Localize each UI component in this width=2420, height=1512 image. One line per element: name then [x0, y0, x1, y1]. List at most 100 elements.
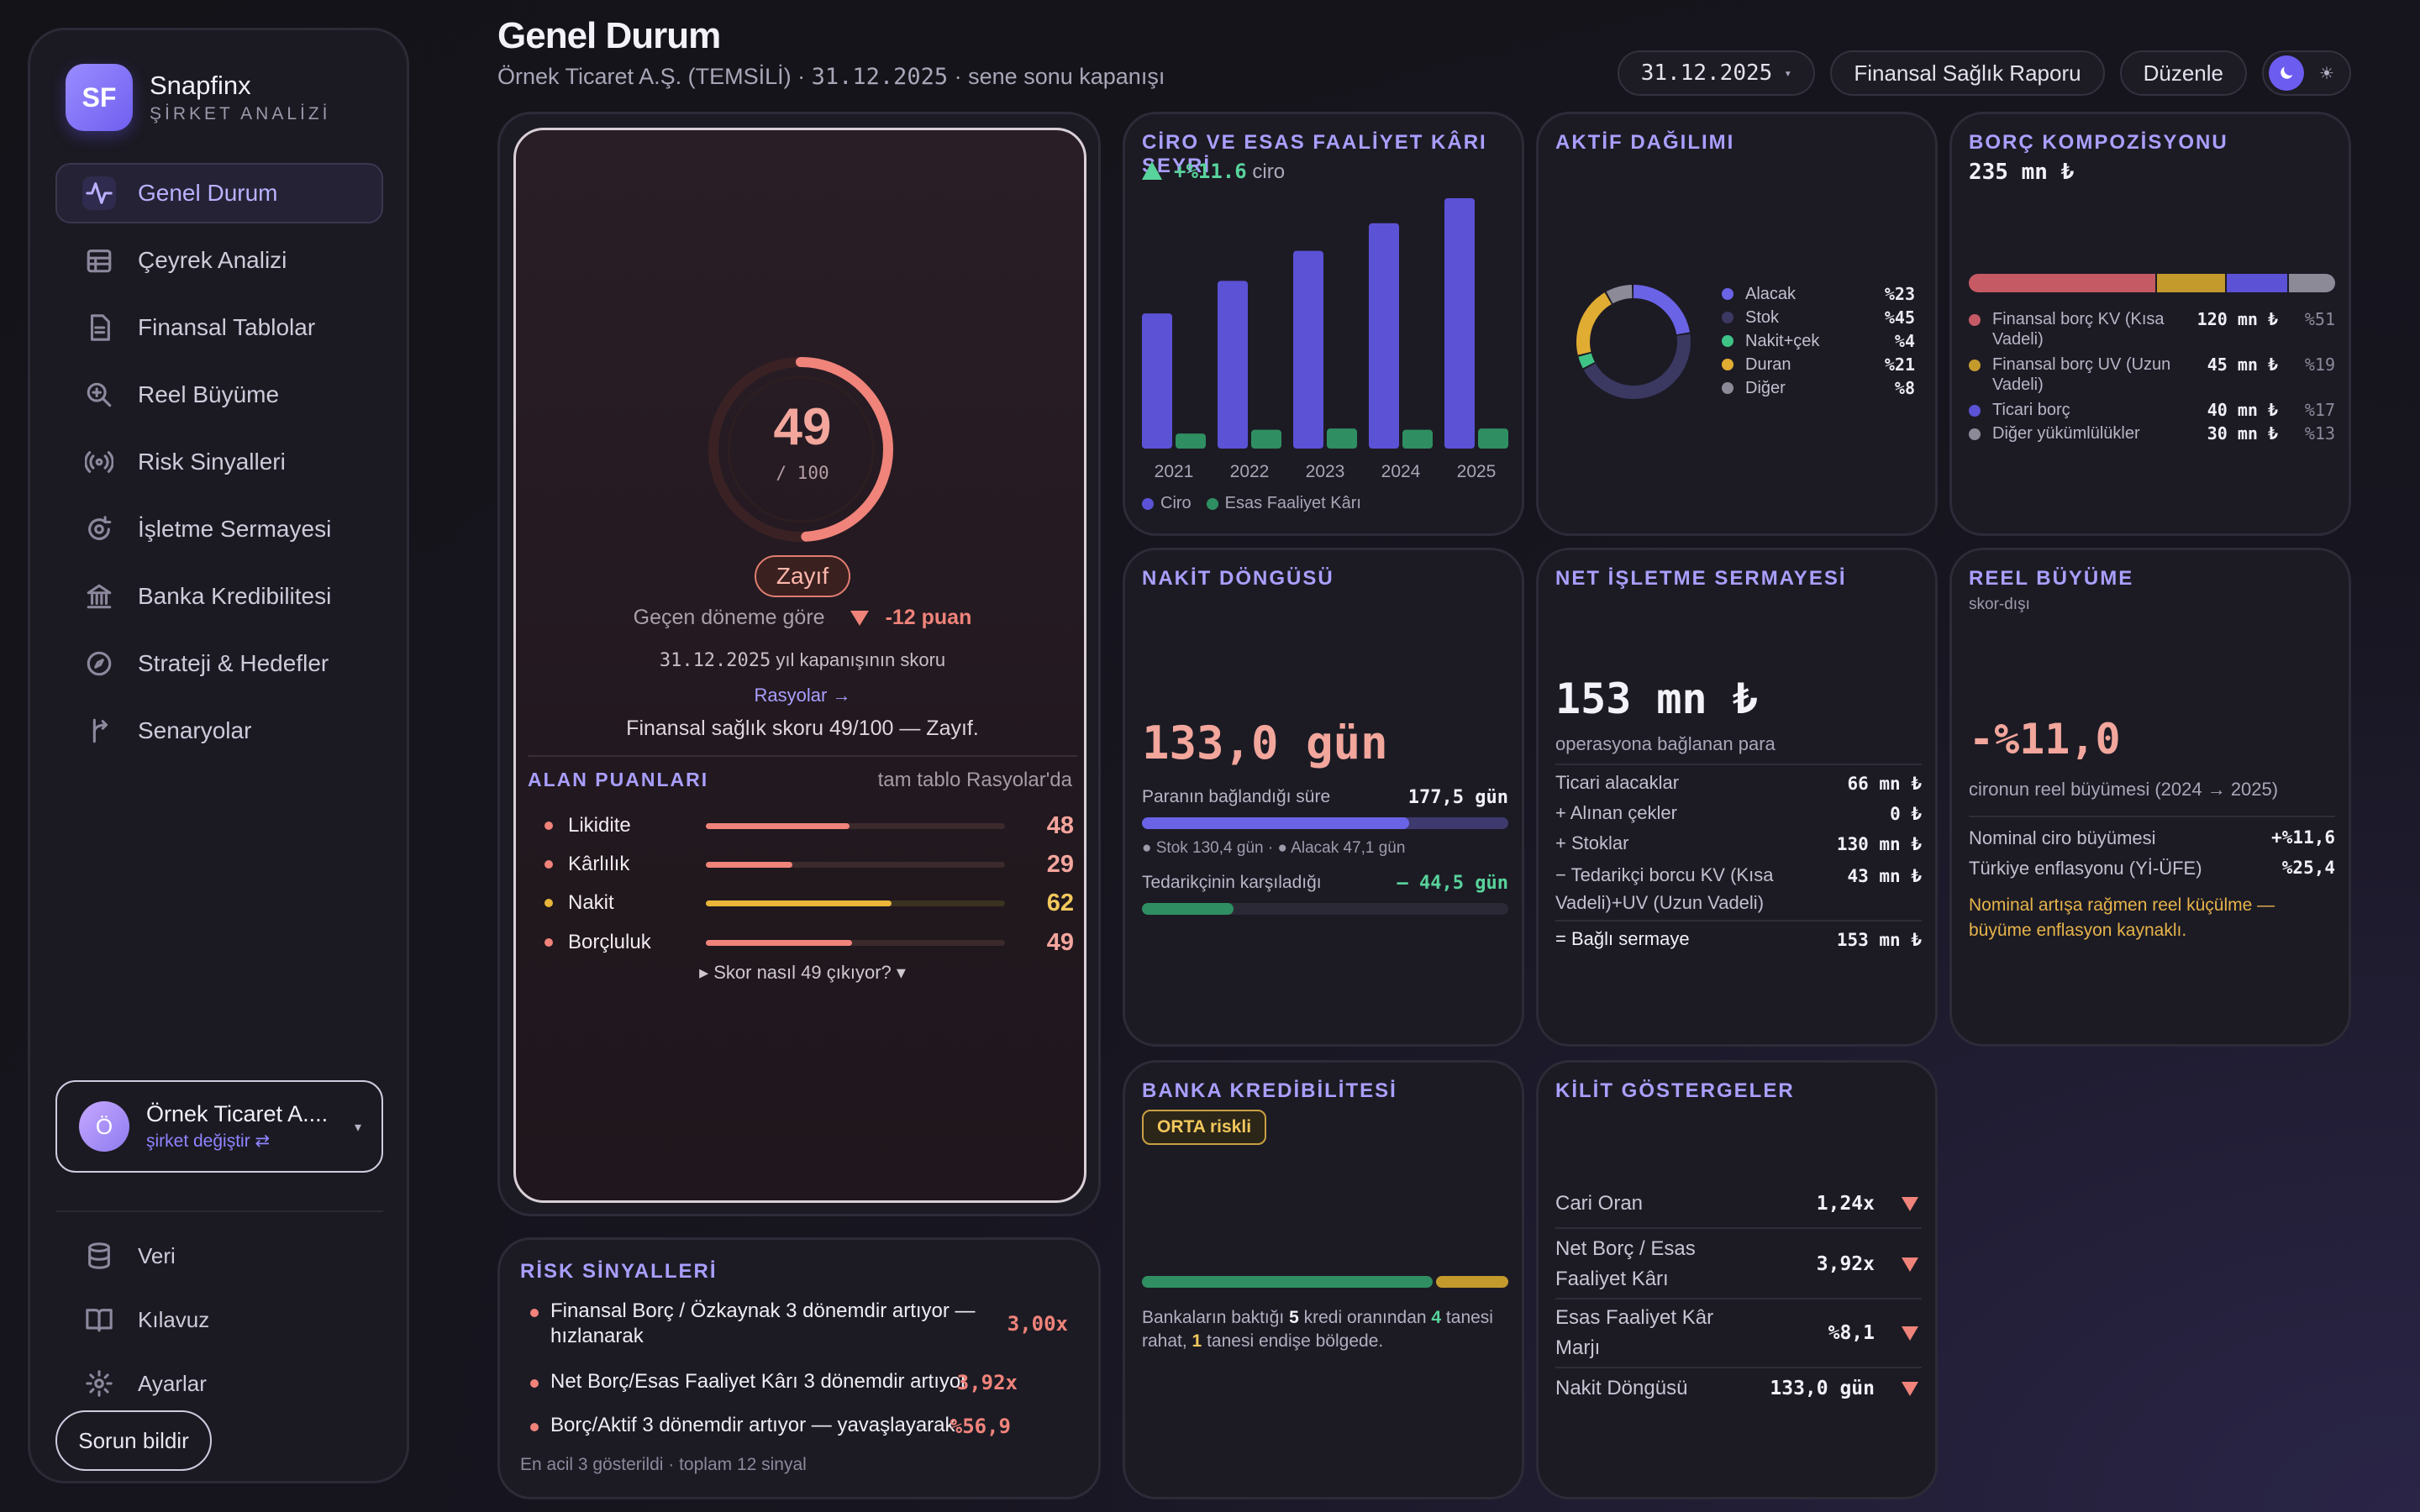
area-scores-note[interactable]: tam tablo Rasyolar'da [877, 769, 1072, 791]
bar-ciro-2024[interactable] [1369, 223, 1399, 449]
nav-item-genel-durum[interactable]: Genel Durum [55, 163, 383, 223]
bar-esas-faaliyet-kari-2023[interactable] [1327, 428, 1357, 449]
legend-swatch [1722, 335, 1733, 347]
area-dot [544, 860, 553, 869]
company-switcher[interactable]: Ö Örnek Ticaret A.... şirket değiştir ⇄ … [55, 1080, 383, 1173]
indicator-row[interactable]: Nakit Döngüsü 133,0 gün [1555, 1373, 1922, 1404]
debt-row: Finansal borç UV (Uzun Vadeli) 45 mn ₺ %19 [1969, 354, 2335, 395]
real-growth-caption: cironun reel büyümesi (2024 → 2025) [1969, 779, 2279, 800]
legend-swatch [1969, 428, 1981, 440]
legend-label: Esas Faaliyet Kârı [1224, 494, 1361, 512]
bar-ciro-2021[interactable] [1142, 313, 1172, 449]
nav-item-kilavuz[interactable]: Kılavuz [55, 1291, 383, 1348]
supplier-label: Tedarikçinin karşıladığı [1142, 873, 1322, 892]
real-growth-row-label: Türkiye enflasyonu (Yİ-ÜFE) [1969, 858, 2202, 879]
risk-item[interactable]: Borç/Aktif 3 dönemdir artıyor — yavaşlay… [530, 1413, 1068, 1438]
health-report-button[interactable]: Finansal Sağlık Raporu [1830, 50, 2105, 96]
real-growth-row-value: +%11,6 [2271, 827, 2335, 848]
tied-breakdown: ● Stok 130,4 gün · ● Alacak 47,1 gün [1142, 839, 1406, 857]
indicator-label: Nakit Döngüsü [1555, 1377, 1688, 1399]
cycle-icon [82, 512, 116, 546]
bar-ciro-2023[interactable] [1293, 250, 1323, 449]
legend-swatch [1969, 405, 1981, 417]
nav-item-label: Senaryolar [138, 717, 252, 743]
growth-tail: ciro [1246, 160, 1286, 183]
donut-slice-alacak[interactable] [1576, 285, 1691, 399]
edit-button[interactable]: Düzenle [2119, 50, 2247, 96]
asset-pct: %4 [1894, 331, 1915, 351]
donut-slice-stok[interactable] [1576, 285, 1691, 399]
supplier-row: Tedarikçinin karşıladığı – 44,5 gün [1142, 873, 1508, 894]
debt-composition-card: BORÇ KOMPOZİSYONU 235 mn ₺ Finansal borç… [1949, 112, 2351, 536]
risk-item[interactable]: Net Borç/Esas Faaliyet Kârı 3 dönemdir a… [530, 1369, 1068, 1394]
area-label: Kârlılık [568, 853, 630, 875]
avatar: Ö [79, 1101, 129, 1152]
indicator-row[interactable]: Cari Oran 1,24x [1555, 1189, 1922, 1219]
sun-icon[interactable]: ☀ [2319, 64, 2334, 83]
area-dot [544, 822, 553, 830]
area-row-karlilik: Kârlılık 29 [544, 848, 1074, 881]
bar-esas-faaliyet-kari-2021[interactable] [1176, 433, 1206, 449]
gear-icon [82, 1367, 116, 1400]
warn-count: 1 [1192, 1331, 1202, 1351]
nav-item-risk-sinyalleri[interactable]: Risk Sinyalleri [55, 432, 383, 492]
donut-slice-duran[interactable] [1576, 285, 1691, 399]
card-title: AKTİF DAĞILIMI [1555, 131, 1735, 154]
bar-ciro-2025[interactable] [1444, 198, 1475, 449]
nav-item-ceyrek-analizi[interactable]: Çeyrek Analizi [55, 230, 383, 291]
report-issue-button[interactable]: Sorun bildir [55, 1410, 212, 1471]
main-nav: Genel Durum Çeyrek Analizi Finansal Tabl… [55, 163, 383, 768]
theme-toggle[interactable]: ☀ [2262, 50, 2351, 96]
legend-label: Ciro [1160, 494, 1192, 512]
x-tick-label: 2021 [1155, 462, 1194, 481]
nav-item-ayarlar[interactable]: Ayarlar [55, 1355, 383, 1412]
date-select[interactable]: 31.12.2025 ▾ [1617, 50, 1816, 96]
card-title: NET İŞLETME SERMAYESİ [1555, 567, 1847, 590]
score-explain-toggle[interactable]: ▸ Skor nasıl 49 çıkıyor? ▾ [699, 962, 906, 983]
risk-signals-card: RİSK SİNYALLERİ Finansal Borç / Özkaynak… [497, 1237, 1101, 1499]
subtitle-company: Örnek Ticaret A.Ş. (TEMSİLİ) [497, 64, 792, 89]
nav-item-senaryolar[interactable]: Senaryolar [55, 701, 383, 761]
real-growth-row: Türkiye enflasyonu (Yİ-ÜFE) %25,4 [1969, 858, 2335, 879]
tied-row: Paranın bağlandığı süre 177,5 gün [1142, 787, 1508, 808]
nwc-label: + Alınan çekler [1555, 802, 1677, 823]
company-switch-link[interactable]: şirket değiştir ⇄ [146, 1131, 271, 1151]
asset-label: Stok [1745, 307, 1780, 327]
moon-icon[interactable] [2269, 55, 2304, 91]
nav-item-strateji-hedefler[interactable]: Strateji & Hedefler [55, 633, 383, 694]
ratios-link[interactable]: Rasyolar → [754, 685, 851, 706]
bar-esas-faaliyet-kari-2025[interactable] [1478, 428, 1508, 449]
page-subtitle: Örnek Ticaret A.Ş. (TEMSİLİ) · 31.12.202… [497, 64, 1165, 90]
cash-cycle-value: 133,0 gün [1142, 717, 1388, 769]
indicator-row[interactable]: Net Borç / Esas Faaliyet Kârı 3,92x [1555, 1234, 1922, 1294]
debt-value: 40 mn ₺ [2207, 400, 2278, 420]
brand[interactable]: SF Snapfinx ŞİRKET ANALİZİ [66, 64, 331, 131]
text-fragment: kredi oranından [1298, 1308, 1432, 1327]
nwc-total-value: 153 mn ₺ [1836, 930, 1922, 950]
bar-esas-faaliyet-kari-2022[interactable] [1251, 429, 1281, 449]
credit-warn-segment [1435, 1276, 1508, 1288]
nwc-row-value: 0 ₺ [1890, 804, 1922, 824]
supplier-value: – 44,5 gün [1397, 873, 1508, 894]
revenue-growth: +%11.6 ciro [1142, 160, 1285, 184]
bar-ciro-2022[interactable] [1218, 281, 1248, 449]
bar-esas-faaliyet-kari-2024[interactable] [1402, 429, 1433, 449]
text-fragment: Bankaların baktığı [1142, 1308, 1290, 1327]
subtitle-separator: · [791, 64, 812, 89]
x-tick-label: 2024 [1381, 462, 1421, 481]
real-growth-value: -%11,0 [1969, 715, 2121, 764]
area-bar-track [706, 822, 1005, 829]
grade-badge: Zayıf [755, 555, 850, 597]
nav-item-reel-buyume[interactable]: Reel Büyüme [55, 365, 383, 425]
nav-item-label: Kılavuz [138, 1306, 210, 1332]
nav-item-finansal-tablolar[interactable]: Finansal Tablolar [55, 297, 383, 358]
date-select-value: 31.12.2025 [1640, 60, 1773, 86]
indicator-row[interactable]: Esas Faaliyet Kâr Marjı %8,1 [1555, 1303, 1922, 1363]
indicator-value: %8,1 [1828, 1322, 1875, 1344]
risk-item[interactable]: Finansal Borç / Özkaynak 3 dönemdir artı… [530, 1299, 1068, 1349]
nav-item-isletme-sermayesi[interactable]: İşletme Sermayesi [55, 499, 383, 559]
nav-item-banka-kredibilitesi[interactable]: Banka Kredibilitesi [55, 566, 383, 627]
legend-swatch [1969, 360, 1981, 371]
asset-label: Alacak [1745, 284, 1797, 303]
nav-item-veri[interactable]: Veri [55, 1227, 383, 1284]
